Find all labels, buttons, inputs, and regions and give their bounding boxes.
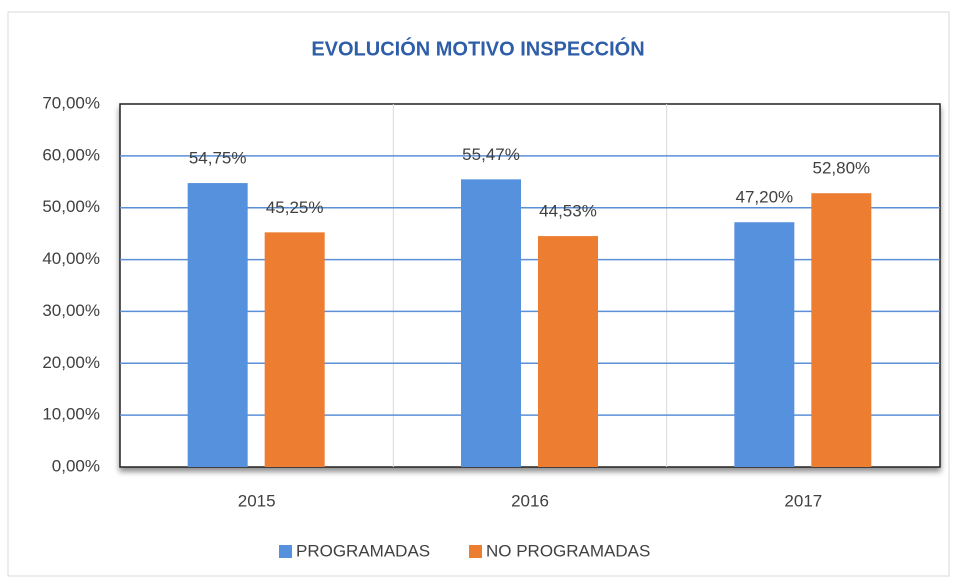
y-tick-label: 40,00% [42,249,100,268]
y-tick-label: 70,00% [42,93,100,112]
legend-swatch [279,545,292,558]
data-label: 47,20% [735,188,793,207]
data-label: 44,53% [539,202,597,221]
chart-title: EVOLUCIÓN MOTIVO INSPECCIÓN [311,36,644,60]
data-label: 45,25% [266,198,324,217]
y-tick-label: 50,00% [42,197,100,216]
bar [461,179,521,467]
data-label: 55,47% [462,145,520,164]
plot-area [119,103,941,468]
legend-swatch [469,545,482,558]
bar [264,232,325,467]
y-tick-label: 30,00% [42,301,100,320]
legend-label: NO PROGRAMADAS [486,541,650,560]
bar [538,236,598,467]
bar [187,183,248,467]
bar [811,193,872,468]
y-tick-label: 0,00% [52,456,100,475]
y-tick-label: 10,00% [42,405,100,424]
bar [734,222,795,467]
data-label: 54,75% [189,149,247,168]
data-label: 52,80% [812,159,870,178]
legend-label: PROGRAMADAS [296,541,430,560]
y-tick-label: 60,00% [42,145,100,164]
x-tick-label: 2017 [784,491,822,510]
x-tick-label: 2016 [511,491,549,510]
x-tick-label: 2015 [238,491,276,510]
y-tick-label: 20,00% [42,353,100,372]
